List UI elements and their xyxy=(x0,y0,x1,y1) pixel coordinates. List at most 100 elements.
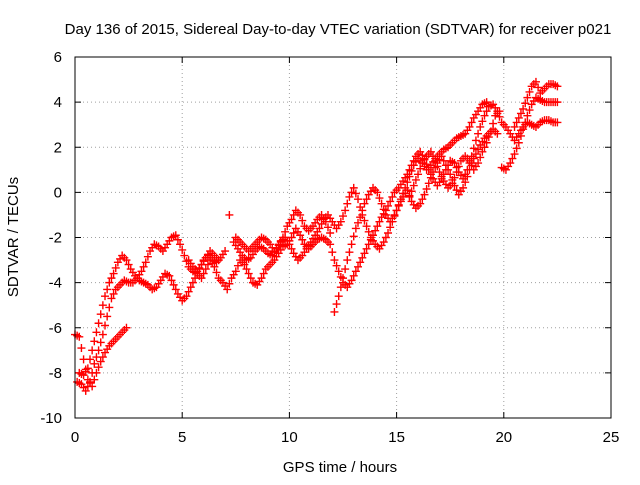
data-point xyxy=(343,256,352,265)
data-point xyxy=(396,197,405,206)
x-tick-label: 25 xyxy=(603,429,620,446)
data-point xyxy=(407,187,416,196)
data-point xyxy=(225,279,234,288)
data-point xyxy=(341,265,350,274)
data-point xyxy=(360,199,369,208)
data-point xyxy=(362,222,371,231)
data-point xyxy=(452,168,461,177)
data-point xyxy=(523,111,532,120)
data-point xyxy=(420,190,429,199)
data-point xyxy=(349,271,358,280)
data-point xyxy=(328,248,337,257)
data-point xyxy=(186,283,195,292)
data-point xyxy=(79,355,88,364)
data-point xyxy=(88,382,97,391)
data-point xyxy=(531,77,540,86)
data-point xyxy=(321,217,330,226)
data-point xyxy=(435,168,444,177)
data-point xyxy=(285,240,294,249)
data-point xyxy=(358,253,367,262)
data-point xyxy=(336,217,345,226)
data-point xyxy=(345,192,354,201)
y-tick-label: 0 xyxy=(54,184,62,201)
data-point xyxy=(534,83,543,92)
data-point xyxy=(77,344,86,353)
data-point xyxy=(341,206,350,215)
data-point xyxy=(105,278,114,287)
data-point xyxy=(81,365,90,374)
data-point xyxy=(405,172,414,181)
data-point xyxy=(482,107,491,116)
data-point xyxy=(471,150,480,159)
data-point xyxy=(334,267,343,276)
data-point xyxy=(356,213,365,222)
data-point xyxy=(480,111,489,120)
data-point xyxy=(362,244,371,253)
data-point xyxy=(384,228,393,237)
data-point xyxy=(358,206,367,215)
data-point xyxy=(482,98,491,107)
data-point xyxy=(516,131,525,140)
data-point xyxy=(214,256,223,265)
data-point xyxy=(478,147,487,156)
data-point xyxy=(351,267,360,276)
data-point xyxy=(231,267,240,276)
data-point xyxy=(88,346,97,355)
data-point xyxy=(323,223,332,232)
x-tick-label: 20 xyxy=(495,429,512,446)
data-point xyxy=(98,301,107,310)
data-point xyxy=(381,233,390,242)
data-point xyxy=(298,216,307,225)
data-point xyxy=(354,195,363,204)
plot-area xyxy=(71,77,562,395)
data-point xyxy=(461,178,470,187)
data-point xyxy=(360,216,369,225)
data-point xyxy=(437,152,446,161)
data-point xyxy=(411,175,420,184)
data-point xyxy=(426,147,435,156)
data-point xyxy=(330,307,339,316)
data-point xyxy=(459,183,468,192)
data-point xyxy=(101,321,110,330)
data-point xyxy=(165,271,174,280)
data-point xyxy=(392,206,401,215)
data-point xyxy=(122,256,131,265)
x-tick-label: 15 xyxy=(388,429,405,446)
data-point xyxy=(326,228,335,237)
data-point xyxy=(244,269,253,278)
y-tick-label: -8 xyxy=(49,365,62,382)
data-point xyxy=(349,232,358,241)
data-point xyxy=(296,210,305,219)
data-point xyxy=(317,219,326,228)
data-point xyxy=(375,217,384,226)
data-point xyxy=(278,233,287,242)
data-point xyxy=(467,161,476,170)
data-point xyxy=(223,285,232,294)
data-point xyxy=(171,285,180,294)
data-point xyxy=(403,178,412,187)
data-point xyxy=(444,165,453,174)
data-point xyxy=(101,292,110,301)
data-point xyxy=(356,258,365,267)
data-point xyxy=(90,337,99,346)
data-point xyxy=(240,260,249,269)
data-point xyxy=(354,262,363,271)
data-point xyxy=(424,179,433,188)
data-point xyxy=(373,222,382,231)
data-point xyxy=(508,154,517,163)
y-axis-label: SDTVAR / TECUs xyxy=(5,177,22,297)
data-point xyxy=(176,240,185,249)
data-point xyxy=(343,199,352,208)
data-point xyxy=(514,113,523,122)
data-point xyxy=(184,287,193,296)
data-point xyxy=(96,357,105,366)
data-point xyxy=(173,235,182,244)
data-point xyxy=(388,192,397,201)
data-point xyxy=(98,330,107,339)
data-point xyxy=(336,283,345,292)
data-point xyxy=(418,195,427,204)
data-point xyxy=(384,201,393,210)
data-point xyxy=(409,181,418,190)
data-point xyxy=(463,172,472,181)
